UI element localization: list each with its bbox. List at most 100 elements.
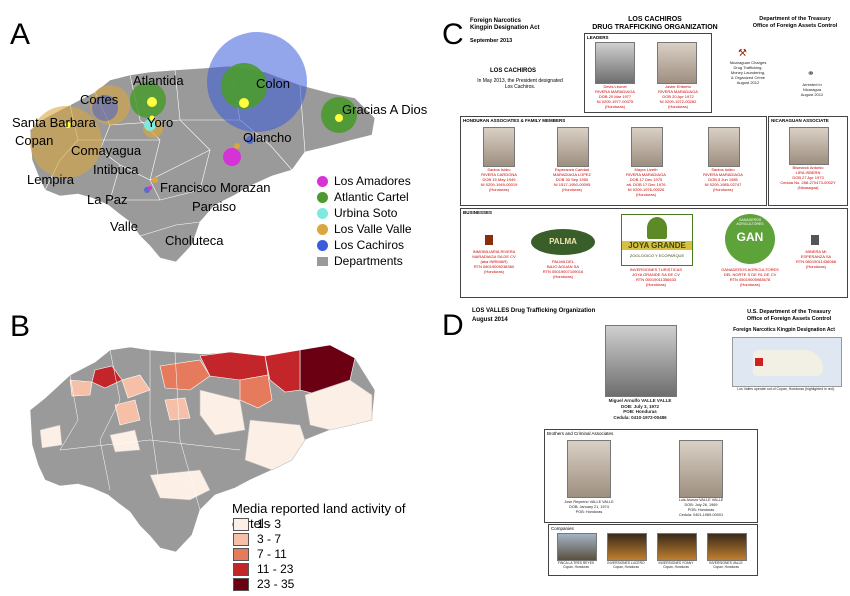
family-header: HONDURAN ASSOCIATES & FAMILY MEMBERS (463, 118, 566, 123)
business-caption: GANADEROS AGRICULTORES DEL NORTE S DE RL… (721, 267, 779, 287)
region-1-3 (304, 379, 373, 431)
legend-item: 11 - 23 (233, 562, 293, 576)
leader-caption: Javier Eriberto RIVERA MARADIAGA DOB 20 … (658, 84, 698, 109)
doc-d-act: Foreign Narcotics Kingpin Designation Ac… (733, 327, 835, 333)
legend-color-dot (317, 223, 328, 235)
legend-item: 1 - 3 (233, 517, 281, 531)
legend-color-dot (317, 207, 328, 219)
legend-item: Los Amadores (317, 174, 411, 188)
choropleth-map (29, 344, 376, 553)
legend-label: 3 - 7 (257, 532, 282, 546)
doc-d-right-title: U.S. Department of the Treasury Office o… (746, 309, 832, 322)
legend-label: 1 - 3 (257, 517, 282, 531)
legend-item: 3 - 7 (233, 532, 281, 546)
panel-a: A (0, 0, 440, 290)
building-icon (811, 235, 819, 245)
legend-color-dot (317, 239, 328, 251)
legend-label: Departments (334, 254, 403, 268)
legend-label: 23 - 35 (257, 577, 295, 591)
joya-grande-logo-subtext: ZOOLOGICO Y ECOPARQUE (629, 253, 685, 258)
region-3-7 (69, 379, 93, 397)
los-amadores-circle (223, 148, 241, 166)
doc-c-date: September 2013 (470, 38, 513, 44)
company-photo (557, 533, 597, 561)
leader-caption: Miguel Arnulfo VALLE VALLE DOB: July 3, … (608, 398, 672, 420)
family-caption: Esperanza Caridad MARADIAGA LOPEZ DOB 30… (552, 167, 591, 192)
place-label: Atlantida (133, 73, 184, 88)
panel-label-c: C (442, 18, 464, 51)
nicaraguan-photo (789, 127, 829, 165)
nicaraguan-caption: Bismarck Antonio LIRA ISBERN DOB 27 Apr … (780, 165, 836, 190)
place-label: Colon (256, 76, 290, 91)
business-caption: MINERA MI ESPERANZA SA RTN 0801901143606… (795, 249, 837, 269)
charges-text: Nicaraguan Charges Drug Trafficking, Mon… (729, 60, 767, 85)
region-7-11 (159, 359, 211, 391)
region-11-23 (264, 349, 301, 393)
associates-box: Brothers and Criminal Associates Jose Re… (544, 429, 758, 523)
atlantic-cartel-colon-circle (221, 63, 267, 109)
place-label: La Paz (87, 192, 128, 207)
legend-color-square (317, 256, 328, 266)
legend-label: Atlantic Cartel (334, 190, 409, 204)
family-caption: Santos Isidro RIVERA CARDONA DOB 15 May … (480, 167, 518, 192)
gavel-icon: ⚒ (738, 48, 747, 59)
leader-photo (605, 325, 677, 397)
place-label: Copan (15, 133, 54, 148)
place-label: Yoro (147, 115, 174, 130)
nicaraguan-box: NICARAGUAN ASSOCIATE Bismarck Antonio LI… (768, 116, 848, 206)
businesses-box: BUSINESSES INMOBILIARIA RIVERA MARADIAGA… (460, 208, 848, 298)
associate-photo (679, 440, 723, 498)
doc-c-right-title: Department of the Treasury Office of For… (752, 16, 838, 29)
family-photo (557, 127, 589, 167)
palma-logo: PALMA (531, 229, 595, 255)
legend-label: Los Cachiros (334, 238, 405, 252)
legend-item: 7 - 11 (233, 547, 287, 561)
region-1-3 (109, 429, 141, 453)
legend-label: Urbina Soto (334, 206, 398, 220)
legend-label: 7 - 11 (257, 547, 287, 561)
leader-photo (657, 42, 697, 84)
panel-b: B Media reported land activity of cartel… (0, 300, 440, 596)
doc-c-sub-text: In May 2013, the President designated Lo… (477, 78, 563, 90)
associate-caption: Jose Reynerio VALLE VALLE DOB: January 2… (564, 500, 614, 514)
businesses-header: BUSINESSES (463, 210, 493, 215)
tree-icon (647, 217, 667, 239)
panel-d: D LOS VALLES Drug Trafficking Organizati… (440, 305, 850, 596)
arrested-text: Arrested in Nicaragua August 2012 (800, 82, 824, 97)
building-icon (485, 235, 493, 245)
place-label: Choluteca (165, 233, 224, 248)
legend-color-dot (317, 175, 328, 187)
place-label: Gracias A Dios (342, 102, 428, 117)
cartel-map (29, 32, 376, 263)
company-caption: INVERSIONES VALLE Copan, Honduras (709, 561, 743, 569)
place-label: Cortes (80, 92, 119, 107)
family-caption: Mayra Lizeth RIVERA MARADIAGA DOB 17 Dec… (626, 167, 666, 197)
los-cachiros-cortes-circle (92, 95, 118, 121)
legend-item: Departments (317, 254, 403, 268)
legend-label: 11 - 23 (257, 562, 294, 576)
business-caption: PALMA DEL BAJO AGUAN SA RTN 050190071090… (542, 259, 584, 279)
associate-caption: Luis Alonzo VALLE VALLE DOB: July 26, 19… (678, 498, 724, 517)
company-caption: INVERSIONES LUCERO Copan, Honduras (607, 561, 645, 569)
associate-photo (567, 440, 611, 498)
companies-box: Companies FINCA LA TRES REYES Copan, Hon… (548, 524, 758, 576)
legend-swatch (233, 517, 249, 531)
region-3-7 (114, 399, 141, 426)
nicaraguan-header: NICARAGUAN ASSOCIATE (771, 118, 829, 123)
doc-c-left-title: Foreign Narcotics Kingpin Designation Ac… (470, 18, 540, 31)
joya-grande-logo-text: JOYA GRANDE (622, 241, 692, 250)
business-caption: INMOBILIARIA RIVERA MARADIAGA SA DE CV (… (472, 249, 516, 274)
doc-c-center-title: LOS CACHIROS DRUG TRAFFICKING ORGANIZATI… (592, 16, 718, 31)
inset-map-note: Los Valles operate out of Copan, Hondura… (737, 387, 835, 391)
legend-swatch (233, 562, 249, 576)
family-photo (631, 127, 663, 167)
family-photo (483, 127, 515, 167)
family-box: HONDURAN ASSOCIATES & FAMILY MEMBERS San… (460, 116, 767, 206)
legend-item: Atlantic Cartel (317, 190, 409, 204)
associates-header: Brothers and Criminal Associates (547, 431, 614, 436)
inset-map-land (753, 350, 823, 376)
legend-swatch (233, 577, 249, 591)
leaders-header: LEADERS (587, 35, 609, 40)
legend-label: Los Amadores (334, 174, 411, 188)
region-1-3 (39, 424, 63, 449)
